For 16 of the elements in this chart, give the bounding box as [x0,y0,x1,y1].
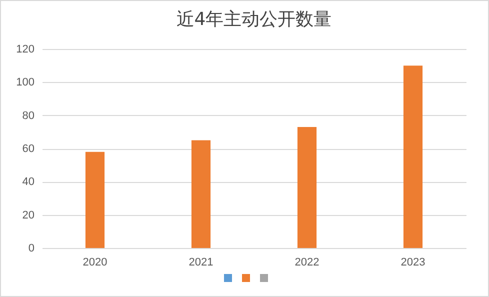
y-tick-label: 80 [22,110,34,122]
x-tick-label: 2021 [188,256,214,268]
y-tick-label: 120 [16,44,34,56]
y-tick-label: 0 [28,242,34,254]
x-tick-label: 2020 [82,256,108,268]
y-tick-label: 20 [22,209,34,222]
x-tick-label: 2023 [400,256,426,268]
bar [85,152,105,248]
y-tick-label: 100 [16,76,34,89]
x-tick-label: 2022 [294,256,320,268]
bar [191,140,211,248]
bar [403,66,423,248]
y-tick-label: 40 [22,176,34,188]
y-tick-label: 60 [22,143,34,155]
bar [297,126,317,248]
chart-title: 近4年主动公开数量 [176,9,332,30]
